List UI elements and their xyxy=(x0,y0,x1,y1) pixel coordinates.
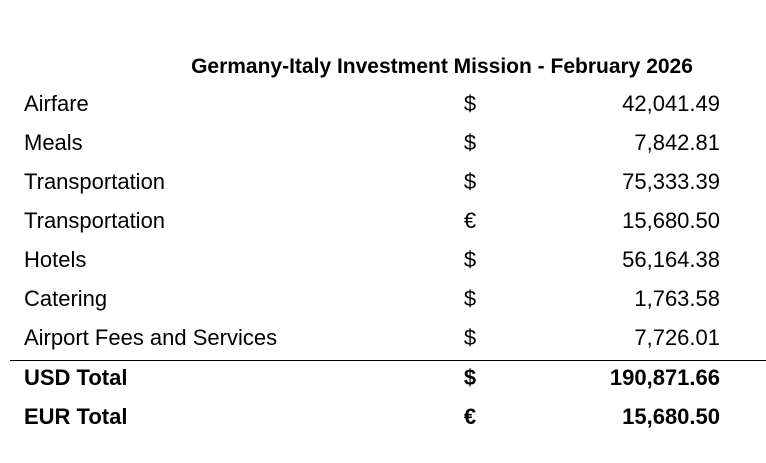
row-label: Airfare xyxy=(24,91,89,116)
currency: € xyxy=(463,404,477,429)
currency: $ xyxy=(463,325,477,350)
currency: $ xyxy=(463,130,477,155)
row-label: Catering xyxy=(24,286,108,311)
currency: $ xyxy=(463,365,477,390)
row-label: EUR Total xyxy=(24,404,128,429)
row-label: Transportation xyxy=(24,169,166,194)
currency: $ xyxy=(463,169,477,194)
amount: 56,164.38 xyxy=(622,247,720,272)
total-separator xyxy=(10,360,766,361)
amount: 75,333.39 xyxy=(622,169,720,194)
row-label: Airport Fees and Services xyxy=(24,325,278,350)
currency: € xyxy=(463,208,477,233)
currency: $ xyxy=(463,286,477,311)
amount: 7,726.01 xyxy=(634,325,720,350)
amount: 1,763.58 xyxy=(634,286,720,311)
row-label: Hotels xyxy=(24,247,87,272)
sheet-title: Germany-Italy Investment Mission - Febru… xyxy=(191,55,693,78)
amount: 7,842.81 xyxy=(634,130,720,155)
amount: 42,041.49 xyxy=(622,91,720,116)
currency: $ xyxy=(463,247,477,272)
row-label: Meals xyxy=(24,130,83,155)
amount: 15,680.50 xyxy=(622,208,720,233)
row-label: USD Total xyxy=(24,365,128,390)
amount: 15,680.50 xyxy=(622,404,720,429)
amount: 190,871.66 xyxy=(609,365,720,390)
currency: $ xyxy=(463,91,477,116)
row-label: Transportation xyxy=(24,208,166,233)
